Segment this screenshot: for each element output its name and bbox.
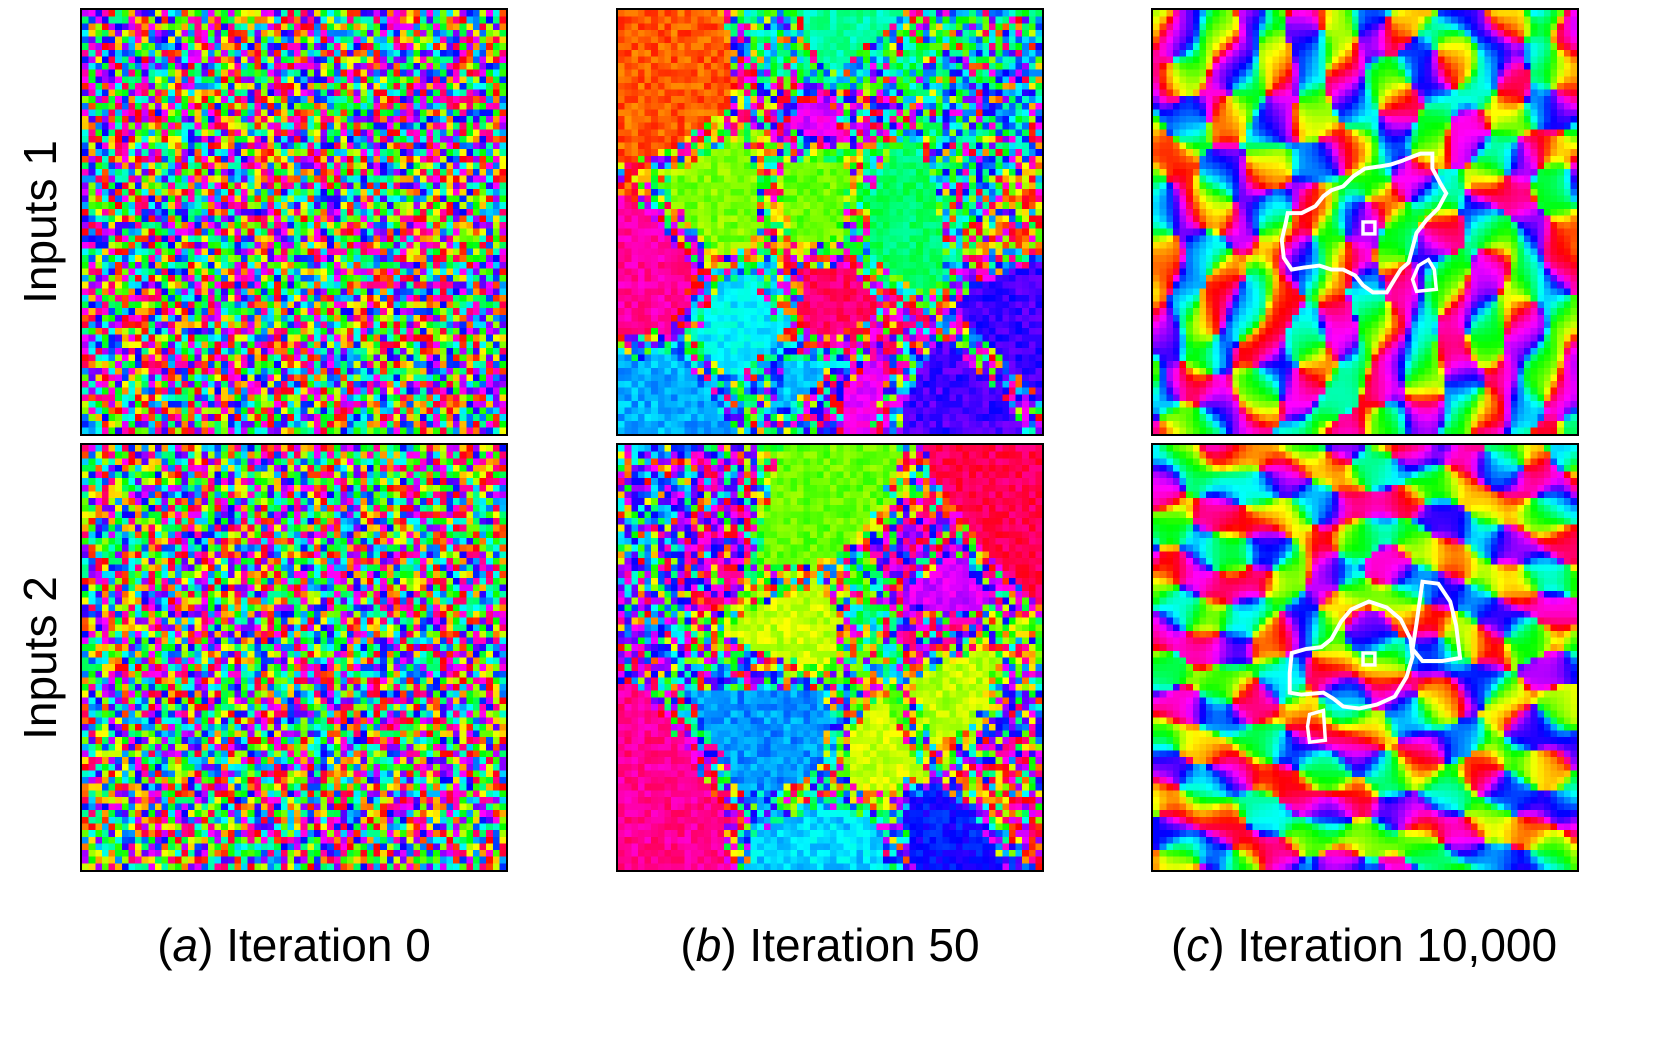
caption-letter: c [1186, 919, 1210, 971]
caption-letter: a [172, 919, 199, 971]
row-label-inputs-2: Inputs 2 [0, 443, 80, 872]
panel-inputs1-iteration50 [616, 8, 1044, 436]
phase-map-image [1153, 10, 1577, 434]
caption-text: Iteration 0 [226, 919, 431, 971]
phase-map-image [1153, 445, 1577, 870]
panel-inputs1-iteration0 [80, 8, 508, 436]
panel-inputs1-iteration10000 [1151, 8, 1579, 436]
caption-c: (c) Iteration 10,000 [1170, 919, 1558, 971]
phase-map-image [618, 10, 1042, 434]
row-label-text: Inputs 2 [14, 575, 66, 740]
phase-map-image [618, 445, 1042, 870]
caption-text: Iteration 50 [749, 919, 980, 971]
panel-inputs2-iteration10000 [1151, 443, 1579, 872]
phase-map-image [82, 10, 506, 434]
caption-text: Iteration 10,000 [1237, 919, 1558, 971]
caption-letter: b [695, 919, 722, 971]
phase-map-image [82, 445, 506, 870]
caption-b: (b) Iteration 50 [680, 919, 980, 971]
panel-inputs2-iteration50 [616, 443, 1044, 872]
row-label-inputs-1: Inputs 1 [0, 8, 80, 436]
panel-inputs2-iteration0 [80, 443, 508, 872]
caption-a: (a) Iteration 0 [157, 919, 431, 971]
row-label-text: Inputs 1 [14, 140, 66, 304]
